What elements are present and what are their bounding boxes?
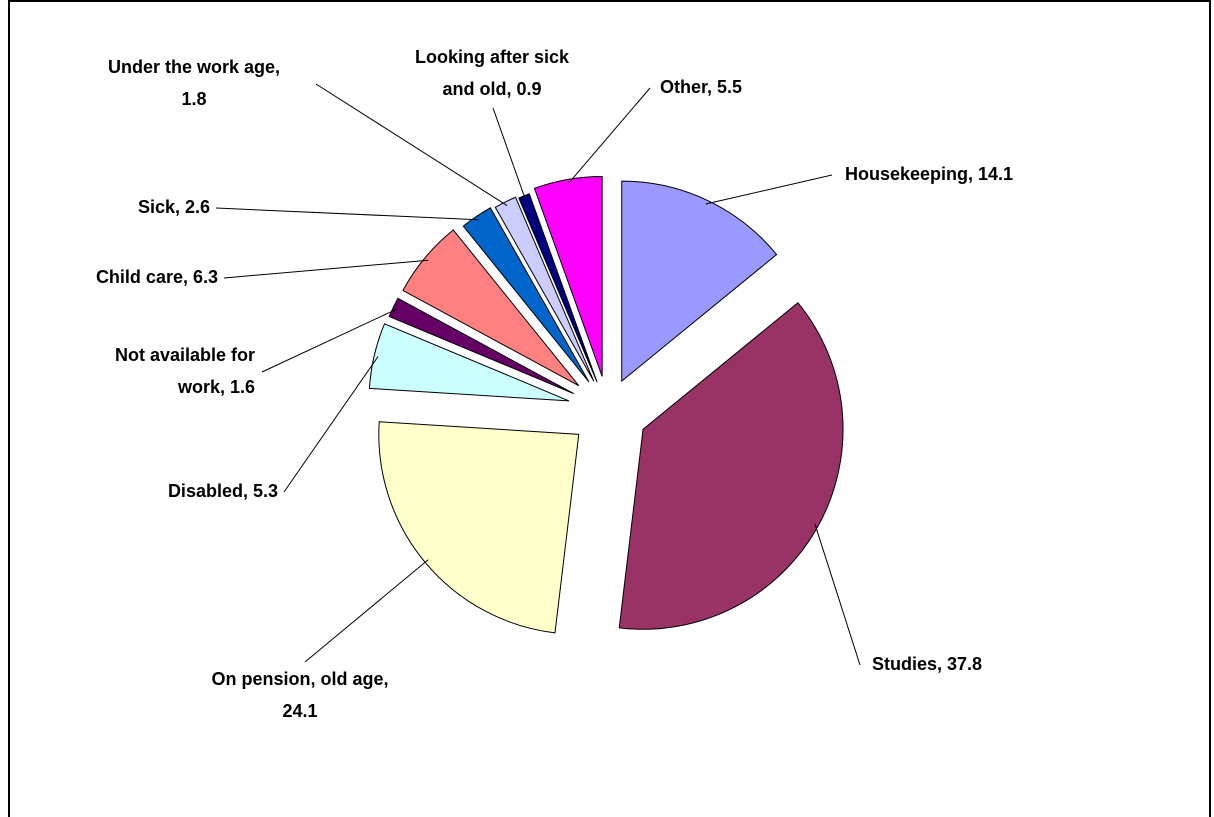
data-label: Looking after sick (415, 47, 570, 67)
leader-line (705, 174, 833, 205)
pie-slice (621, 180, 778, 383)
pie-slice (494, 196, 595, 382)
leader-line (315, 83, 508, 206)
data-label: Not available for (115, 345, 255, 365)
data-label: On pension, old age, (211, 669, 388, 689)
pie-slice (402, 229, 580, 387)
leader-line (304, 559, 429, 663)
pie-slice (368, 323, 570, 402)
data-label: 1.8 (181, 89, 206, 109)
data-label: Other, 5.5 (660, 77, 742, 97)
data-label: Under the work age, (108, 57, 280, 77)
data-label: Child care, 6.3 (96, 267, 218, 287)
data-label: work, 1.6 (177, 377, 255, 397)
pie-slice (533, 176, 603, 377)
leader-line (223, 259, 429, 279)
leader-line (814, 523, 861, 666)
leader-line (283, 356, 379, 493)
pie-slice (462, 207, 590, 383)
pie-slice (388, 297, 574, 395)
leader-line (568, 87, 651, 184)
leader-line (261, 308, 398, 373)
data-label: Sick, 2.6 (138, 197, 210, 217)
data-label: Disabled, 5.3 (168, 481, 278, 501)
chart-border (8, 0, 1211, 817)
data-label: and old, 0.9 (442, 79, 541, 99)
data-label: Studies, 37.8 (872, 654, 982, 674)
leader-line (492, 107, 526, 200)
leader-line (215, 207, 479, 221)
data-label: Housekeeping, 14.1 (845, 164, 1013, 184)
data-label: 24.1 (282, 701, 317, 721)
pie-slice (618, 302, 844, 630)
